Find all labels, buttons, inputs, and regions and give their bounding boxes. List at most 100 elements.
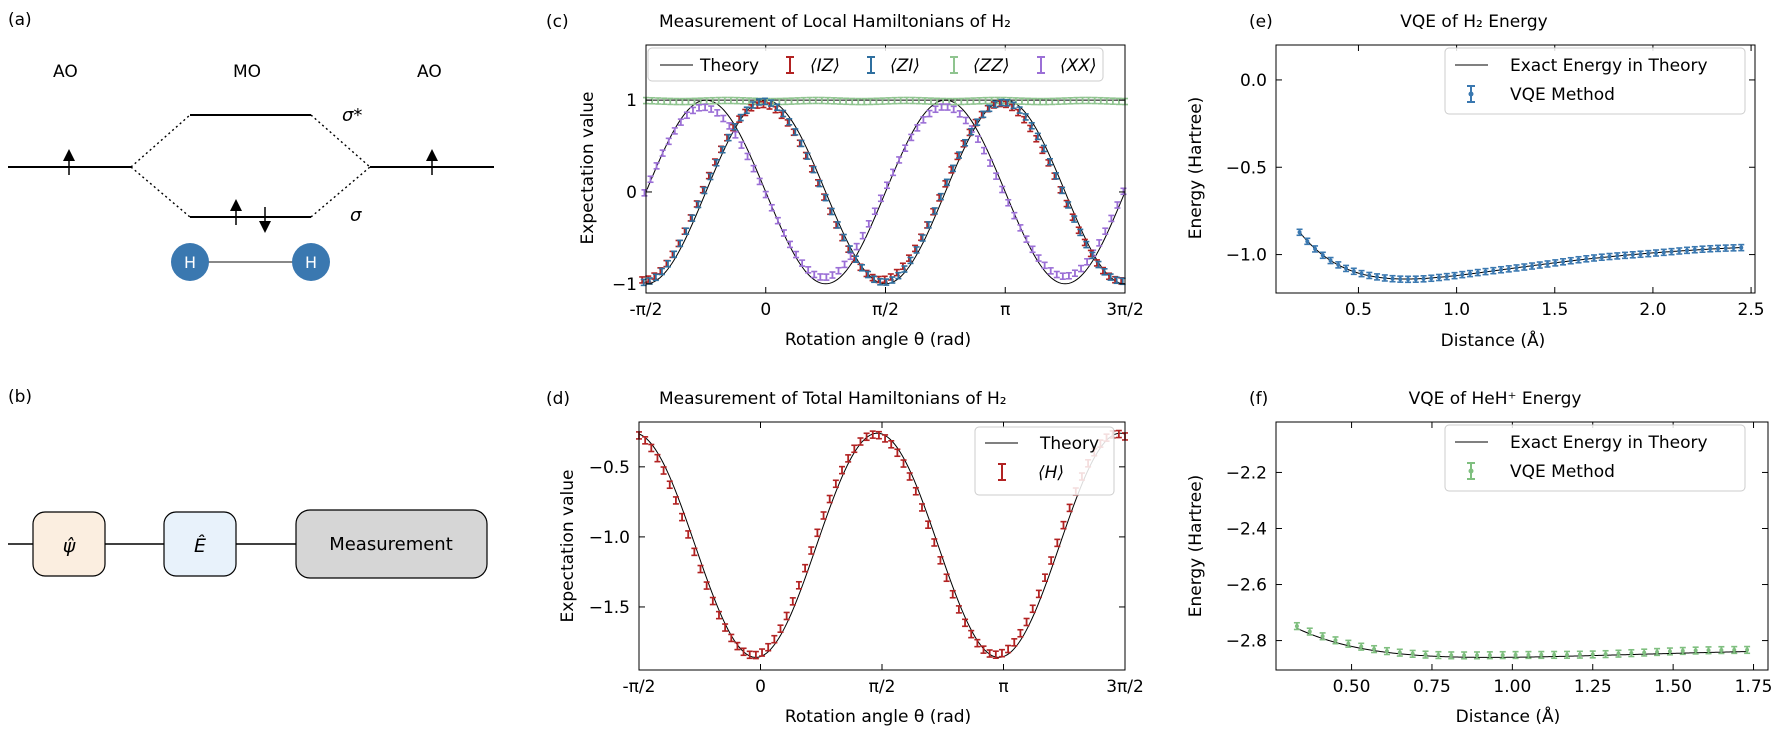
zz-point bbox=[1024, 97, 1031, 106]
y-tick-label: −1.0 bbox=[589, 528, 630, 548]
vqe-h2-point bbox=[1312, 245, 1319, 253]
vqe-heh-point bbox=[1654, 647, 1661, 657]
zz-point bbox=[788, 97, 795, 105]
vqe-heh-point bbox=[1435, 650, 1442, 660]
h-point bbox=[802, 563, 809, 573]
y-tick-label: −2.4 bbox=[1226, 519, 1267, 539]
h-point bbox=[814, 528, 821, 538]
h-point bbox=[962, 618, 969, 628]
vqe-h2-point bbox=[1420, 275, 1427, 283]
chart-d-ticks: -π/2 0 π/2 π 3π/2 −1.5 −1.0 −0.5 bbox=[589, 422, 1144, 697]
vqe-h2-point bbox=[1327, 256, 1334, 265]
zi-point bbox=[889, 276, 896, 284]
zz-point bbox=[952, 97, 959, 106]
h-point bbox=[986, 649, 993, 658]
y-tick-label: −1.5 bbox=[589, 598, 630, 618]
xx-point bbox=[1029, 245, 1036, 254]
h-point bbox=[906, 472, 913, 481]
xx-point bbox=[793, 250, 800, 259]
h-point bbox=[789, 597, 796, 606]
vqe-h2-point bbox=[1544, 260, 1551, 268]
chart-f-frame bbox=[1275, 421, 1769, 671]
xx-point bbox=[780, 229, 787, 237]
zz-point bbox=[655, 97, 662, 105]
h-point bbox=[832, 479, 839, 489]
x-tick-label: 1.25 bbox=[1574, 677, 1612, 697]
vqe-heh-point bbox=[1576, 650, 1583, 659]
h-point bbox=[777, 624, 784, 633]
xx-point bbox=[871, 207, 878, 216]
x-tick-label: 0 bbox=[755, 677, 766, 697]
xx-point bbox=[823, 273, 830, 281]
xx-point bbox=[920, 116, 927, 124]
x-tick-label: 1.0 bbox=[1443, 300, 1470, 320]
zz-point bbox=[867, 97, 874, 106]
energy-operator-label: Ê bbox=[194, 534, 206, 557]
zi-point bbox=[786, 118, 793, 126]
vqe-heh-point bbox=[1692, 646, 1699, 655]
zi-point bbox=[768, 99, 775, 107]
zz-point bbox=[715, 96, 722, 105]
zi-point bbox=[998, 98, 1005, 107]
zz-point bbox=[1085, 96, 1092, 105]
zi-point bbox=[956, 151, 963, 159]
zz-point bbox=[927, 97, 934, 105]
xx-point bbox=[799, 259, 806, 267]
vqe-h2-point bbox=[1730, 244, 1737, 252]
vqe-h2-point bbox=[1591, 254, 1598, 262]
vqe-h2-point bbox=[1296, 228, 1303, 237]
xx-point bbox=[1108, 214, 1115, 223]
zi-point bbox=[689, 214, 696, 222]
h-point bbox=[642, 436, 649, 445]
zi-point bbox=[846, 245, 853, 253]
zi-point bbox=[980, 110, 987, 119]
zz-point bbox=[1073, 96, 1080, 105]
xx-point bbox=[774, 216, 781, 225]
xx-point bbox=[720, 114, 727, 123]
chart-d-legend-box bbox=[974, 426, 1115, 496]
h-atom-left-label: H bbox=[184, 253, 196, 272]
xx-point bbox=[944, 103, 951, 111]
h-point bbox=[709, 596, 716, 606]
zi-point bbox=[1053, 172, 1060, 180]
xx-point bbox=[1023, 235, 1030, 243]
xx-point bbox=[708, 105, 715, 113]
vqe-h2-point bbox=[1451, 271, 1458, 280]
vqe-h2-point bbox=[1715, 244, 1722, 253]
h-atom-right bbox=[292, 243, 330, 281]
h-point bbox=[875, 430, 882, 440]
chart-d-xlabel: Rotation angle θ (rad) bbox=[785, 707, 971, 727]
vqe-heh-point bbox=[1358, 642, 1365, 651]
y-tick-label: −2.6 bbox=[1226, 576, 1267, 596]
h-point bbox=[1060, 520, 1067, 530]
zi-point bbox=[798, 139, 805, 148]
chart-c-ticks: -π/2 0 π/2 π 3π/2 −1 0 1 bbox=[612, 45, 1144, 320]
xx-point bbox=[659, 149, 666, 157]
zi-point bbox=[749, 101, 756, 109]
chart-f-ticks: 0.50 0.75 1.00 1.25 1.50 1.75 −2.8 −2.6 −2.4 −2.2 bbox=[1226, 422, 1772, 697]
legend-h-label: ⟨H⟩ bbox=[1038, 463, 1064, 483]
chart-e-xlabel: Distance (Å) bbox=[1441, 329, 1546, 351]
zz-point bbox=[709, 96, 716, 105]
zz-point bbox=[879, 97, 886, 105]
zi-point bbox=[695, 200, 702, 209]
y-tick-label: 1 bbox=[626, 91, 637, 111]
zz-point bbox=[903, 96, 910, 105]
xx-point bbox=[896, 156, 903, 164]
chart-e-ticks: 0.5 1.0 1.5 2.0 2.5 −1.0 −0.5 0.0 bbox=[1226, 45, 1765, 320]
zi-point bbox=[986, 104, 993, 113]
x-tick-label: π/2 bbox=[872, 300, 899, 320]
zi-point bbox=[774, 103, 781, 111]
h-point bbox=[974, 638, 981, 648]
zz-point bbox=[885, 97, 892, 105]
dotted-connector bbox=[310, 114, 371, 168]
y-tick-label: −0.5 bbox=[1226, 158, 1267, 178]
vqe-heh-point bbox=[1615, 649, 1622, 658]
mo-label: MO bbox=[233, 62, 261, 82]
h-point bbox=[943, 573, 950, 583]
h-point bbox=[734, 641, 741, 651]
zi-point bbox=[1034, 132, 1041, 141]
h-point bbox=[882, 434, 889, 443]
vqe-h2-point bbox=[1699, 245, 1706, 254]
h-point bbox=[1115, 429, 1122, 439]
